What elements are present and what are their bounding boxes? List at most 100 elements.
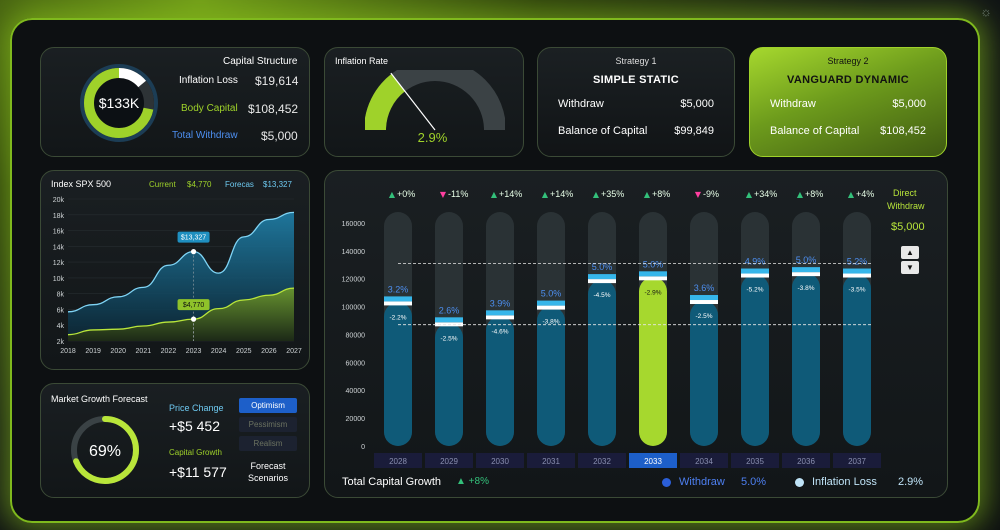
forecast-scenarios-label-1: Forecast bbox=[250, 461, 286, 471]
growth-down-icon: ▼ bbox=[440, 190, 447, 199]
y-tick-label: 120000 bbox=[342, 277, 365, 284]
increase-withdraw-button[interactable]: ▲ bbox=[901, 246, 919, 259]
inflation-rate-card: Inflation Rate 2.9% bbox=[324, 47, 524, 157]
x-tick-label: 2021 bbox=[136, 348, 152, 355]
inflation-label: -3.8% bbox=[543, 319, 560, 326]
growth-up-icon: ▲ bbox=[644, 190, 651, 199]
x-tick-label: 2024 bbox=[211, 348, 227, 355]
line-series-1 bbox=[67, 211, 295, 313]
strategy-2-card[interactable]: Strategy 2 VANGUARD DYNAMIC Withdraw $5,… bbox=[749, 47, 947, 157]
capital-growth-value: +$11 577 bbox=[169, 464, 227, 480]
strategy-1-balance-value: $99,849 bbox=[674, 125, 714, 137]
growth-up-icon: ▲ bbox=[491, 190, 498, 199]
total-capital-growth-value: ▲ +8% bbox=[456, 476, 489, 487]
withdraw-band bbox=[435, 317, 463, 323]
inflation-band bbox=[741, 273, 769, 278]
strategy-2-name: VANGUARD DYNAMIC bbox=[787, 74, 909, 86]
x-tick-label: 2023 bbox=[186, 348, 202, 355]
withdraw-legend-value: 5.0% bbox=[741, 476, 767, 488]
year-label: 2034 bbox=[695, 457, 713, 466]
growth-label: +0% bbox=[397, 189, 415, 199]
y-tick-label: 16k bbox=[53, 229, 65, 236]
scenario-pessimism[interactable]: Pessimism bbox=[239, 417, 297, 432]
growth-label: +35% bbox=[601, 189, 624, 199]
withdraw-label: 3.9% bbox=[490, 298, 511, 308]
y-tick-label: 6k bbox=[57, 307, 65, 314]
index-forecast-label: Forecas bbox=[225, 180, 254, 189]
scenario-realism[interactable]: Realism bbox=[239, 436, 297, 451]
growth-percent: 69% bbox=[89, 443, 121, 460]
x-tick-label: 2018 bbox=[60, 348, 76, 355]
year-cell bbox=[680, 453, 728, 468]
growth-label: +14% bbox=[499, 189, 522, 199]
withdraw-band bbox=[690, 295, 718, 301]
growth-ring: 69% bbox=[71, 416, 139, 484]
withdraw-label: 5.0% bbox=[541, 289, 562, 299]
strategy-1-balance-label: Balance of Capital bbox=[558, 125, 648, 137]
theme-toggle-icon[interactable]: ☼ bbox=[980, 4, 992, 19]
strategy-2-header: Strategy 2 bbox=[827, 56, 869, 66]
y-tick-label: 0 bbox=[361, 444, 365, 451]
strategy-1-name: SIMPLE STATIC bbox=[593, 74, 679, 86]
growth-up-icon: ▲ bbox=[542, 190, 549, 199]
index-area-chart: 2k 4k 6k 8k 10k 12k 14k 16k 18k 20k 2018 2019 2020 20… bbox=[53, 197, 302, 355]
marker-badge bbox=[177, 231, 210, 243]
y-tick-label: 10k bbox=[53, 276, 65, 283]
x-tick-label: 2020 bbox=[110, 348, 126, 355]
direct-withdraw-label-2: Withdraw bbox=[887, 201, 925, 211]
decrease-withdraw-button[interactable]: ▼ bbox=[901, 261, 919, 274]
growth-up-icon: ▲ bbox=[797, 190, 804, 199]
y-tick-label: 18k bbox=[53, 213, 65, 220]
withdraw-band bbox=[792, 267, 820, 273]
growth-up-icon: ▲ bbox=[593, 190, 600, 199]
inflation-label: -2.2% bbox=[390, 314, 407, 321]
y-tick-label: 20k bbox=[53, 197, 65, 204]
growth-label: +14% bbox=[550, 189, 573, 199]
year-cell bbox=[425, 453, 473, 468]
inflation-label: -5.2% bbox=[747, 287, 764, 294]
inflation-band bbox=[843, 273, 871, 278]
index-current-value: $4,770 bbox=[187, 180, 212, 189]
inflation-band bbox=[384, 301, 412, 306]
bar bbox=[384, 302, 412, 446]
scenario-optimism[interactable]: Optimism bbox=[239, 398, 297, 413]
marker-label: $4,770 bbox=[183, 302, 205, 309]
x-tick-label: 2019 bbox=[85, 348, 101, 355]
inflation-label: -2.5% bbox=[441, 335, 458, 342]
withdraw-band bbox=[639, 271, 667, 277]
bar bbox=[435, 323, 463, 446]
gauge-fill bbox=[365, 73, 406, 131]
inflation-band bbox=[792, 272, 820, 277]
y-tick-label: 40000 bbox=[346, 388, 366, 395]
x-tick-label: 2022 bbox=[161, 348, 177, 355]
inflation-band bbox=[537, 305, 565, 310]
year-cell bbox=[731, 453, 779, 468]
body-capital-value: $108,452 bbox=[248, 102, 299, 116]
inflation-band bbox=[486, 315, 514, 320]
strategy-2-balance-label: Balance of Capital bbox=[770, 125, 860, 137]
withdraw-label: 5.0% bbox=[796, 255, 817, 265]
capital-bar-chart: 0 20000 40000 60000 80000 100000 120000 140000 1… bbox=[342, 189, 881, 468]
capital-structure-card: $133K Capital Structure Inflation Loss $… bbox=[40, 47, 310, 157]
withdraw-label: 5.0% bbox=[592, 262, 613, 272]
bar bbox=[537, 306, 565, 446]
bar bbox=[486, 316, 514, 446]
year-cell bbox=[629, 453, 677, 468]
year-cell bbox=[578, 453, 626, 468]
year-label: 2028 bbox=[389, 457, 407, 466]
year-label: 2029 bbox=[440, 457, 458, 466]
y-tick-label: 8k bbox=[57, 292, 65, 299]
withdraw-band bbox=[741, 268, 769, 274]
withdraw-label: 3.6% bbox=[694, 283, 715, 293]
x-tick-label: 2026 bbox=[261, 348, 277, 355]
year-label: 2030 bbox=[491, 457, 509, 466]
y-tick-label: 2k bbox=[57, 339, 65, 346]
y-tick-label: 4k bbox=[57, 323, 65, 330]
direct-withdraw-value: $5,000 bbox=[891, 221, 925, 233]
strategy-1-card[interactable]: Strategy 1 SIMPLE STATIC Withdraw $5,000… bbox=[537, 47, 735, 157]
marker-badge bbox=[177, 299, 210, 311]
capital-forecast-card: 0 20000 40000 60000 80000 100000 120000 140000 1… bbox=[324, 170, 948, 498]
y-tick-label: 100000 bbox=[342, 305, 365, 312]
strategy-2-balance-value: $108,452 bbox=[880, 125, 926, 137]
inflation-band bbox=[588, 279, 616, 284]
